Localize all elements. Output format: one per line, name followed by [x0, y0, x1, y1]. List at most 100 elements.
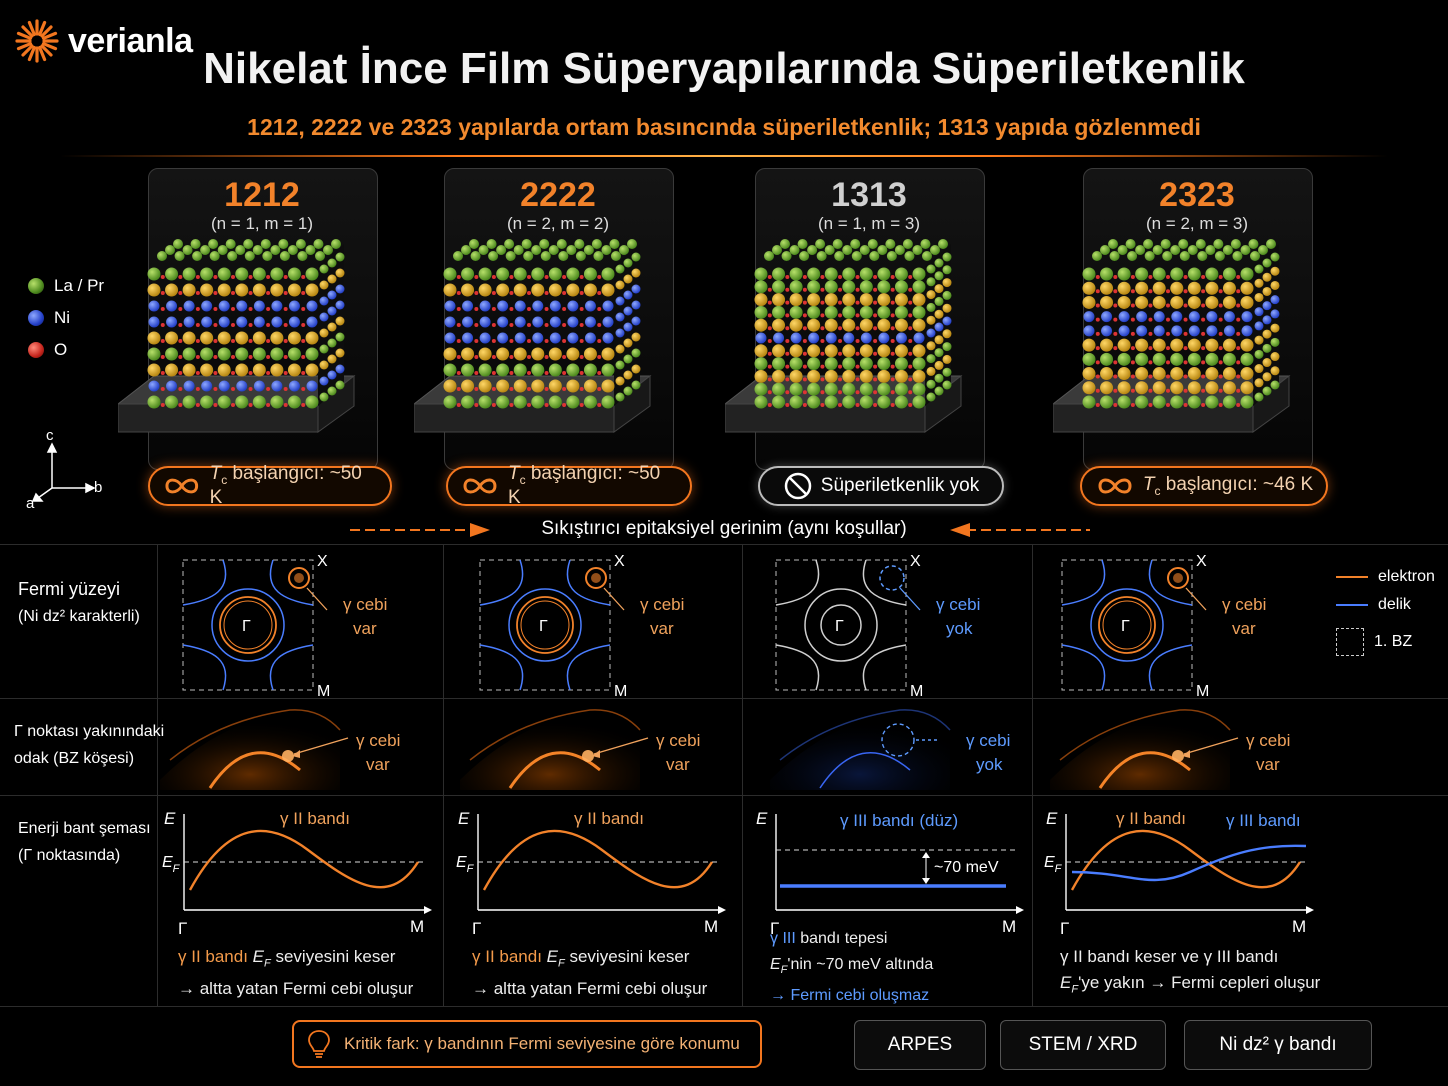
structure-params: (n = 1, m = 1) [210, 214, 314, 233]
badge-text: Tc başlangıcı: ~46 K [1143, 474, 1313, 498]
badge-symbol: T [507, 463, 520, 485]
caption-band: γ II bandı [178, 947, 253, 966]
badge-rest: başlangıcı: ~46 K [1160, 474, 1314, 496]
legend-label: delik [1378, 596, 1411, 613]
fermi-surface-panel: Γ X Mγ cebi var [182, 553, 387, 696]
row-label-line: Enerji bant şeması [18, 820, 151, 837]
energy-axis-label: E [164, 809, 176, 828]
pocket-note-status: var [353, 619, 377, 638]
structure-params: (n = 2, m = 2) [506, 214, 610, 233]
arpes-map-image: γ cebi var [160, 709, 400, 790]
x-point-label: X [614, 553, 625, 570]
caption-band: γ III [770, 930, 796, 947]
column-divider [1032, 544, 1033, 1006]
caption-line: → altta yatan Fermi cebi oluşur [178, 979, 414, 999]
caption-rest: seviyesini keser [270, 947, 396, 966]
gamma-point-label: Γ [242, 618, 251, 635]
pocket-note: γ cebi [356, 731, 400, 750]
row-label-band: Enerji bant şeması (Γ noktasında) [18, 815, 151, 869]
bz-box-icon [1336, 628, 1364, 656]
fermi-level-symbol: E [1044, 854, 1055, 871]
fermi-level-symbol: E [162, 854, 173, 871]
fermi-surface-panel: Γ X Mγ cebi yok [775, 553, 980, 696]
legend-label: O [54, 340, 68, 359]
arpes-map-image: γ cebi var [1050, 709, 1290, 790]
page-title: Nikelat İnce Film Süperyapılarında Süper… [203, 44, 1245, 93]
band-caption: γ III bandı tepesi EF'nin ~70 meV altında… [770, 926, 1040, 1009]
crystal-axes-icon: c b a [26, 427, 102, 512]
pocket-note-status: yok [946, 619, 973, 638]
band-label: γ II bandı [1116, 809, 1186, 828]
pocket-note: γ cebi [1222, 595, 1266, 614]
energy-axis-label: E [1046, 809, 1058, 828]
la-pr-ball-icon [28, 278, 44, 294]
pocket-note: γ cebi [936, 595, 980, 614]
badge-rest: başlangıcı: ~50 K [209, 463, 362, 508]
crystal-structure-image [1053, 239, 1291, 433]
energy-axis-label: E [756, 809, 768, 828]
gamma-point-label: Γ [835, 618, 844, 635]
structure-name: 1212 [224, 176, 300, 214]
axis-b-label: b [94, 479, 102, 496]
caption-line: → Fermi cebi oluşmaz [770, 987, 930, 1005]
band-diagram: E Γ M ~70 meV γ III bandı (düz) [756, 809, 1024, 938]
pocket-note: γ cebi [1246, 731, 1290, 750]
column-divider [157, 544, 158, 1006]
fermi-level-subscript: F [173, 863, 181, 875]
fermi-level-label: EF [1044, 854, 1063, 875]
crystal-structure-image [414, 239, 652, 433]
caption-ef: E [770, 956, 781, 973]
legend-electron: elektron [1336, 568, 1435, 586]
caption-ef: E [1060, 973, 1072, 992]
pocket-note-status: var [1256, 755, 1280, 774]
m-axis-label: M [410, 917, 424, 936]
legend-label: 1. BZ [1374, 633, 1413, 650]
structure-name: 2323 [1159, 176, 1235, 214]
band-caption: γ II bandı keser ve γ III bandı EF'ye yak… [1060, 944, 1330, 1002]
row-divider [0, 795, 1448, 796]
sunburst-icon [15, 19, 59, 63]
structure-params: (n = 2, m = 3) [1145, 214, 1249, 233]
caption-line: EF'ye yakın → Fermi cepleri oluşur [1060, 970, 1330, 1002]
strain-label: Sıkıştırıcı epitaksiyel gerinim (aynı ko… [541, 518, 907, 539]
critical-difference-box: Kritik fark: γ bandının Fermi seviyesine… [292, 1020, 762, 1068]
tag-arpes[interactable]: ARPES [854, 1020, 986, 1070]
critical-text: Kritik fark: γ bandının Fermi seviyesine… [344, 1034, 740, 1053]
tc-onset-badge: Tc başlangıcı: ~50 K [446, 463, 692, 508]
caption-rest: 'ye yakın → Fermi cepleri oluşur [1078, 973, 1321, 992]
strain-arrow-right-icon [350, 523, 490, 537]
fermi-level-label: EF [456, 854, 475, 875]
ni-ball-icon [28, 310, 44, 326]
pocket-note-status: yok [976, 755, 1003, 774]
tc-onset-badge: Tc başlangıcı: ~46 K [1080, 466, 1328, 506]
fermi-level-subscript: F [467, 863, 475, 875]
badge-subscript: c [519, 472, 526, 487]
m-point-label: M [910, 683, 923, 696]
m-axis-label: M [704, 917, 718, 936]
badge-subscript: c [1154, 483, 1161, 498]
gamma-axis-label: Γ [472, 919, 481, 938]
caption-ef-sub: F [780, 964, 788, 977]
legend-hole: delik [1336, 596, 1435, 614]
m-point-label: M [1196, 683, 1209, 696]
caption-line: γ II bandı keser ve γ III bandı [1060, 947, 1279, 966]
m-axis-label: M [1292, 917, 1306, 936]
structure-name: 2222 [520, 176, 596, 214]
title-divider [60, 155, 1388, 157]
caption-line: → altta yatan Fermi cebi oluşur [472, 979, 708, 999]
prohibited-icon [784, 472, 812, 500]
row-label-line: Fermi yüzeyi [18, 579, 121, 599]
column-divider [742, 544, 743, 1006]
badge-subscript: c [221, 472, 228, 487]
tag-stem-xrd[interactable]: STEM / XRD [1000, 1020, 1166, 1070]
caption-line: γ III bandı tepesi [770, 926, 1040, 952]
crystal-structure-image [118, 239, 356, 433]
gamma-point-label: Γ [539, 618, 548, 635]
legend-label: La / Pr [54, 276, 105, 295]
caption-ef-sub: F [1071, 983, 1079, 996]
tag-ni-band[interactable]: Ni dz² γ bandı [1184, 1020, 1372, 1070]
gamma-axis-label: Γ [178, 919, 187, 938]
badge-text: Tc başlangıcı: ~50 K [210, 463, 378, 509]
band-caption: γ II bandı EF seviyesini keser → altta ya… [472, 944, 742, 1002]
